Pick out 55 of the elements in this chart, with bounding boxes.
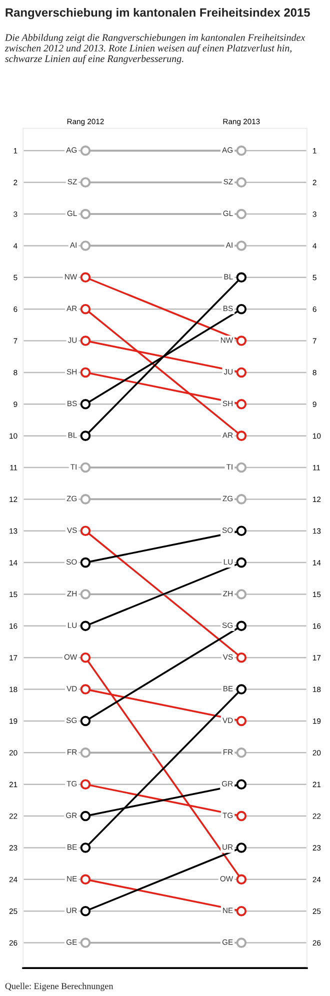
point (80, 779, 91, 790)
point (80, 842, 91, 853)
point (236, 842, 247, 853)
point (236, 779, 247, 790)
point (80, 589, 91, 600)
point (236, 462, 247, 473)
point (236, 906, 247, 916)
chart-subtitle: Die Abbildung zeigt die Rangverschiebungen im kantonalen Freiheitsindex zwischen 2012 und 2013. Rote Linien weisen auf einen Platzverlust hin, schwarze Linien auf eine Rangverbesserung. (4, 34, 306, 64)
point (236, 367, 247, 378)
point (236, 336, 247, 346)
point (236, 748, 247, 758)
source-note: Quelle: Eigene Berechnungen (5, 982, 114, 992)
point (236, 938, 247, 948)
point (80, 462, 91, 473)
point (80, 272, 91, 283)
point (80, 684, 91, 694)
point (236, 589, 247, 600)
point (236, 208, 247, 220)
point (80, 398, 91, 410)
point (80, 177, 91, 188)
point (80, 810, 91, 822)
chart-title: Rangverschiebung im kantonalen Freiheitsindex 2015 (6, 8, 310, 20)
point (80, 716, 91, 726)
point (236, 557, 247, 568)
point (236, 398, 247, 410)
point (80, 652, 91, 663)
point (80, 430, 91, 441)
point (236, 874, 247, 885)
point (80, 367, 91, 378)
point (236, 620, 247, 632)
point (236, 684, 247, 694)
point (236, 430, 247, 441)
point (80, 938, 91, 948)
point (80, 526, 91, 536)
point (236, 272, 247, 283)
point (80, 304, 91, 314)
point (80, 620, 91, 632)
point (236, 146, 247, 156)
point (80, 748, 91, 758)
point (236, 240, 247, 251)
point (236, 177, 247, 188)
point (80, 906, 91, 916)
point (236, 494, 247, 504)
point (80, 146, 91, 156)
point (80, 336, 91, 346)
point (80, 240, 91, 251)
point (236, 526, 247, 536)
point (80, 557, 91, 568)
point (80, 494, 91, 504)
point (236, 304, 247, 314)
point (236, 652, 247, 663)
point (236, 716, 247, 726)
point (80, 208, 91, 220)
point (236, 810, 247, 822)
point (80, 874, 91, 885)
